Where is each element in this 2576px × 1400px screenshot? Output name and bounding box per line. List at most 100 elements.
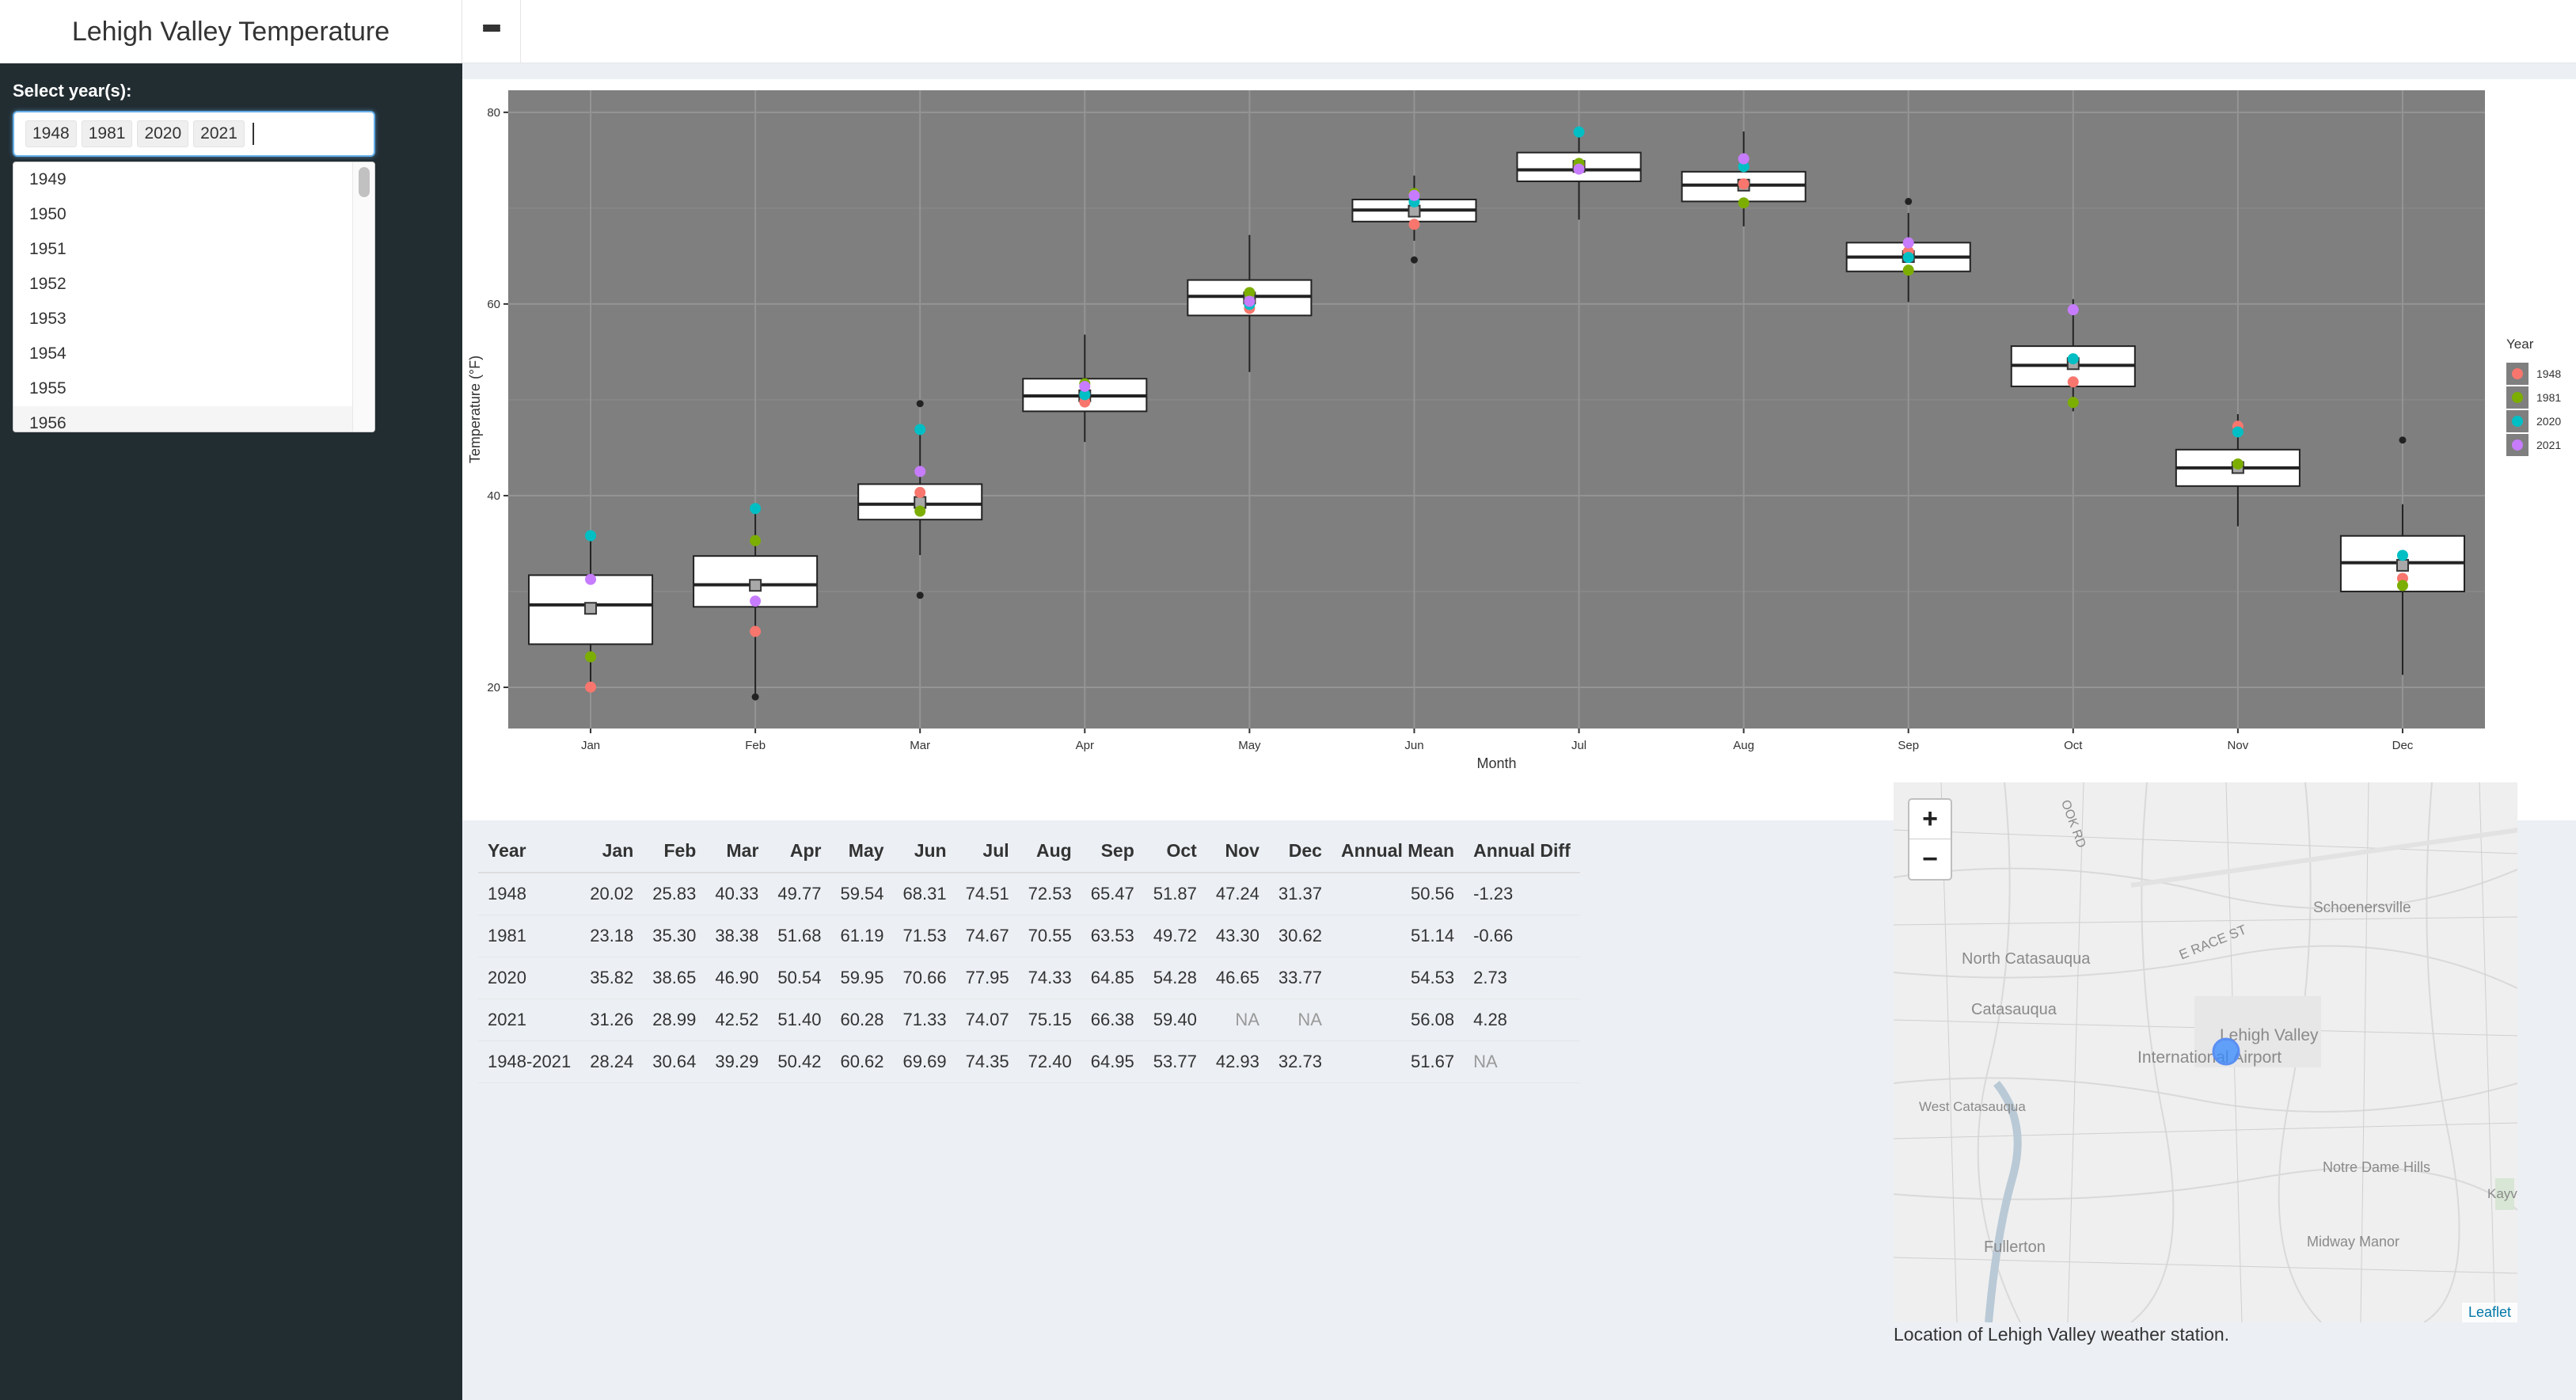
year-point <box>1079 389 1091 401</box>
table-cell: 31.26 <box>580 999 644 1041</box>
column-header: Jan <box>580 830 644 873</box>
leaflet-attribution[interactable]: Leaflet <box>2461 1303 2517 1322</box>
year-point <box>1408 219 1420 230</box>
year-point <box>1902 237 1914 249</box>
table-cell: 42.93 <box>1206 1040 1269 1083</box>
dropdown-option[interactable]: 1950 <box>29 205 66 223</box>
table-cell: -1.23 <box>1464 873 1580 915</box>
table-cell: 59.40 <box>1143 999 1206 1041</box>
column-header: Annual Diff <box>1464 830 1580 873</box>
outlier-point <box>916 592 924 599</box>
table-cell: 59.54 <box>830 873 894 915</box>
year-point <box>1079 380 1091 392</box>
year-point <box>585 530 597 542</box>
dropdown-option[interactable]: 1952 <box>29 275 66 293</box>
map-place-label: Notre Dame Hills <box>2323 1159 2431 1175</box>
column-header: Aug <box>1018 830 1081 873</box>
dropdown-option[interactable]: 1951 <box>29 240 66 258</box>
year-point <box>750 626 762 637</box>
outlier-point <box>1410 256 1418 264</box>
legend-swatch <box>2512 392 2523 403</box>
table-cell: 49.77 <box>768 873 831 915</box>
table-cell: 23.18 <box>580 915 644 957</box>
y-tick-label: 40 <box>487 489 500 503</box>
table-cell: 46.65 <box>1206 957 1269 999</box>
zoom-in-button[interactable]: + <box>1909 800 1951 839</box>
dropdown-option[interactable]: 1956 <box>13 406 374 432</box>
zoom-out-button[interactable]: − <box>1922 843 1938 874</box>
scrollbar-thumb[interactable] <box>359 167 370 197</box>
table-cell: 43.30 <box>1206 915 1269 957</box>
temperature-table: Year Jan Feb Mar Apr May Jun Jul Aug Sep Oct Nov Dec… <box>478 830 2220 1083</box>
mean-marker <box>749 579 762 592</box>
year-point <box>2232 458 2244 470</box>
column-header: Feb <box>643 830 706 873</box>
table-cell: 59.95 <box>830 957 894 999</box>
column-header: Year <box>478 830 581 873</box>
main-content: 20 40 60 80 Jan Feb Mar Apr May Jun Jul Aug Sep Oct No… <box>462 63 2576 1400</box>
table-cell: 71.33 <box>893 999 956 1041</box>
year-point <box>2067 304 2079 316</box>
table-cell: 50.56 <box>1331 873 1465 915</box>
table-cell: 71.53 <box>893 915 956 957</box>
year-point <box>1408 189 1420 201</box>
table-cell: 66.38 <box>1081 999 1144 1041</box>
legend-swatch <box>2512 368 2523 379</box>
dropdown-scrollbar[interactable] <box>352 162 374 432</box>
boxplot-svg: 20 40 60 80 Jan Feb Mar Apr May Jun Jul Aug Sep Oct No… <box>467 90 2561 771</box>
table-cell: 25.83 <box>643 873 706 915</box>
table-cell: 74.07 <box>956 999 1019 1041</box>
table-cell: 42.52 <box>705 999 769 1041</box>
table-cell: NA <box>1268 999 1332 1041</box>
dropdown-option[interactable]: 1953 <box>29 310 66 328</box>
table-cell: 64.95 <box>1081 1040 1144 1083</box>
sidebar-toggle-button[interactable] <box>462 0 521 63</box>
year-select-input[interactable]: 1948 1981 2020 2021 <box>13 111 375 157</box>
selected-year-chip[interactable]: 2021 <box>193 120 245 147</box>
map-place-label: ROAD <box>1894 1257 1895 1295</box>
year-point <box>914 505 926 517</box>
selected-year-chip[interactable]: 1981 <box>81 120 133 147</box>
table-cell: 51.68 <box>768 915 831 957</box>
column-header: Dec <box>1268 830 1332 873</box>
table-cell: 33.77 <box>1268 957 1332 999</box>
year-point <box>585 651 597 663</box>
y-tick-label: 60 <box>487 298 500 311</box>
map-place-label: Midway Manor <box>2307 1234 2400 1250</box>
zoom-control: + − <box>1908 798 1952 881</box>
table-row: 1981 23.18 35.30 38.38 51.68 61.19 71.53 74.67 7… <box>478 915 1580 957</box>
map-place-label: North Catasauqua <box>1962 950 2091 968</box>
y-tick-label: 20 <box>487 681 500 694</box>
table-cell: 50.42 <box>768 1040 831 1083</box>
year-point <box>1244 287 1256 299</box>
column-header: Mar <box>705 830 769 873</box>
table-cell: 1948-2021 <box>478 1040 581 1083</box>
mean-marker <box>584 602 598 615</box>
year-point <box>1738 161 1750 173</box>
selected-year-chip[interactable]: 1948 <box>25 120 77 147</box>
legend-label: 2020 <box>2536 415 2561 428</box>
year-point <box>750 595 762 607</box>
year-point <box>914 486 926 498</box>
dropdown-option[interactable]: 1955 <box>29 379 66 398</box>
year-point <box>2232 426 2244 438</box>
selected-year-chip[interactable]: 2020 <box>137 120 189 147</box>
year-dropdown: 1949 1950 1951 1952 1953 1954 1955 1956 <box>13 162 375 432</box>
dropdown-option[interactable]: 1949 <box>29 170 66 188</box>
year-point <box>750 535 762 546</box>
year-point <box>2396 580 2408 592</box>
table-cell: 1981 <box>478 915 581 957</box>
table-cell: 75.15 <box>1018 999 1081 1041</box>
year-point <box>585 573 597 585</box>
table-cell: 74.35 <box>956 1040 1019 1083</box>
table-cell: 60.62 <box>830 1040 894 1083</box>
table-cell: 74.51 <box>956 873 1019 915</box>
table-cell: 54.28 <box>1143 957 1206 999</box>
table-cell: 51.14 <box>1331 915 1465 957</box>
dropdown-option[interactable]: 1954 <box>29 344 66 363</box>
map-place-label: Kayv <box>2487 1186 2517 1201</box>
station-map[interactable]: North Catasauqua Catasauqua Schoenersville… <box>1894 782 2517 1322</box>
table-cell: 35.82 <box>580 957 644 999</box>
table-cell: 50.54 <box>768 957 831 999</box>
x-tick-label: Sep <box>1898 739 1919 752</box>
